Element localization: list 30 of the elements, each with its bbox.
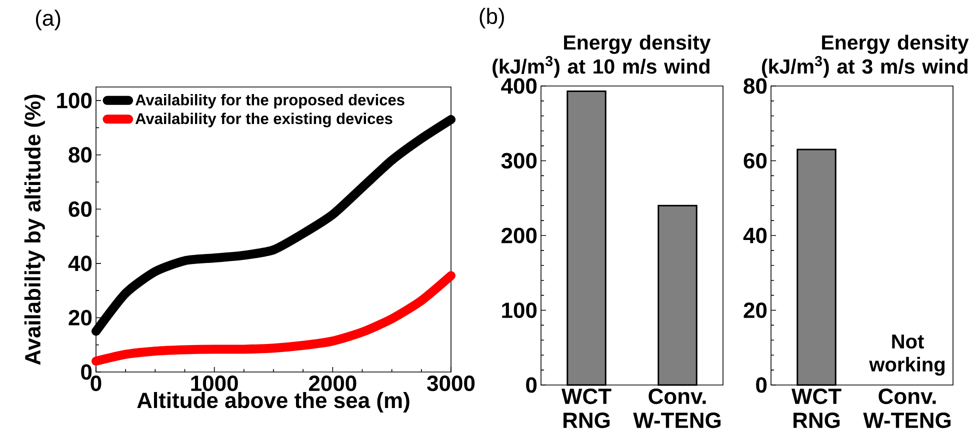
chart-title: Energy density (kJ/m$^{3}$) at 3 m/s wind xyxy=(762,34,969,78)
x-axis-title: Altitude above the sea (m) xyxy=(137,392,410,413)
y-tick-label: 20 xyxy=(744,302,767,318)
y-tick-label: 300 xyxy=(501,152,537,169)
y-tick-label: 100 xyxy=(57,92,92,108)
y-tick-label: 80 xyxy=(744,78,767,94)
y-tick-label: 100 xyxy=(502,302,537,318)
legend-label: Availability for the existing devices xyxy=(135,112,392,128)
y-tick-label: 400 xyxy=(501,78,537,94)
x-tick-label: WCT RNG xyxy=(791,388,842,428)
x-tick-label: 2000 xyxy=(308,376,356,392)
x-tick-label: WCT RNG xyxy=(561,388,612,428)
x-tick-label: Conv. W-TENG xyxy=(863,388,951,428)
y-tick-label: 40 xyxy=(743,228,767,244)
y-tick-label: 200 xyxy=(502,228,537,244)
x-tick-label: 1000 xyxy=(191,376,238,392)
y-tick-label: 60 xyxy=(68,201,92,217)
text: (b) xyxy=(480,8,504,28)
x-tick-label: Conv. W-TENG xyxy=(633,388,721,428)
chart-title: Energy density (kJ/m$^{3}$) at 10 m/s wind xyxy=(492,34,711,78)
y-tick-label: 20 xyxy=(68,310,92,326)
annotation: Not working xyxy=(869,334,945,376)
x-tick-label: 3000 xyxy=(427,376,475,392)
y-tick-label: 80 xyxy=(68,147,92,163)
y-axis-title: Availability by altitude (%) xyxy=(24,94,45,365)
text: (a) xyxy=(36,10,60,30)
y-tick-label: 0 xyxy=(81,364,92,380)
y-tick-label: 40 xyxy=(68,256,92,272)
legend-label: Availability for the proposed devices xyxy=(135,94,404,108)
y-tick-label: 60 xyxy=(744,152,767,169)
